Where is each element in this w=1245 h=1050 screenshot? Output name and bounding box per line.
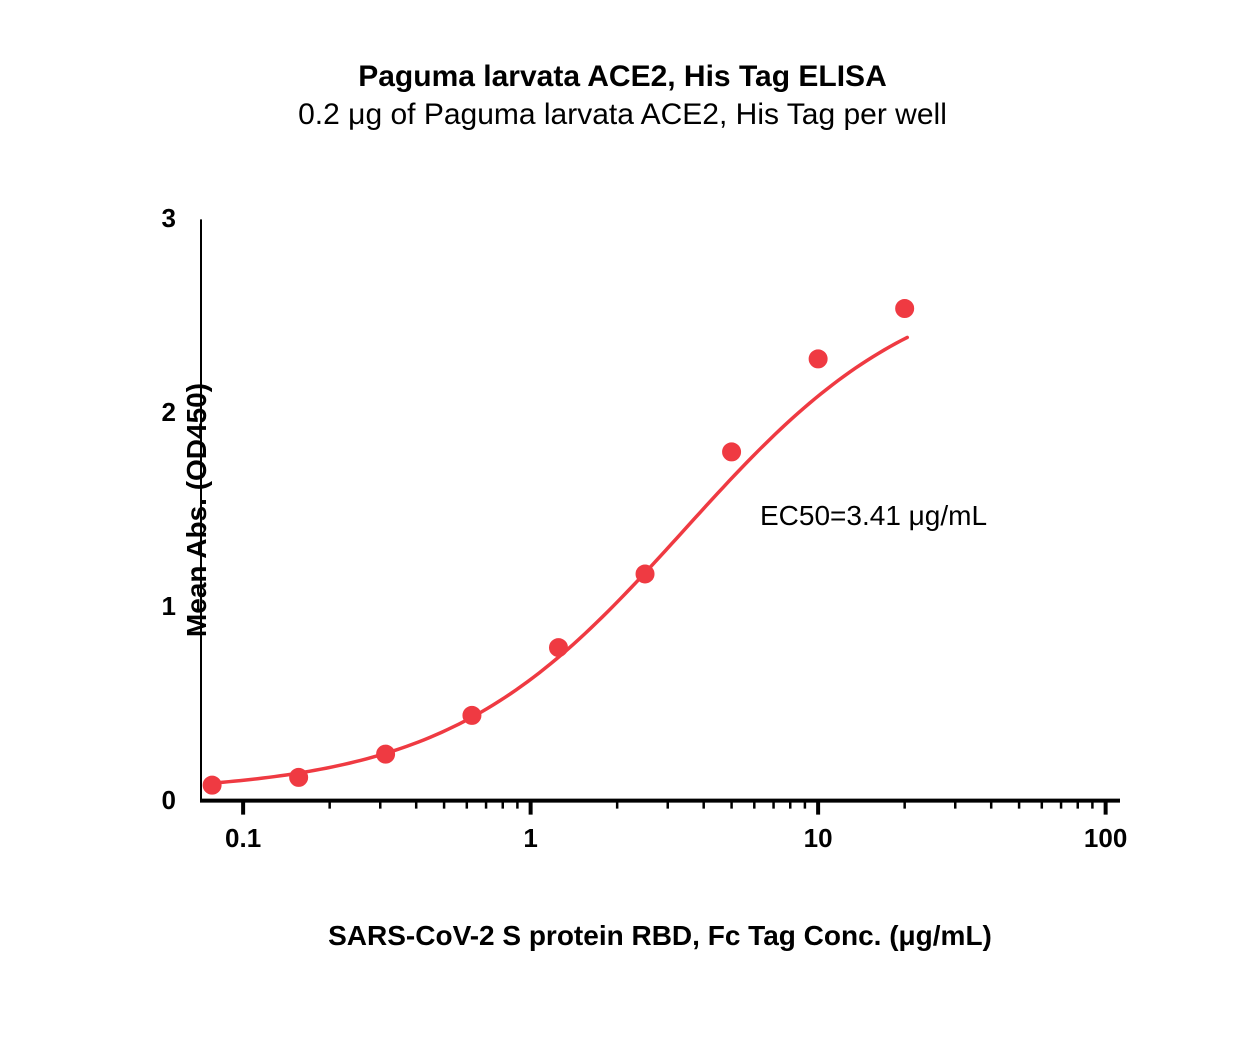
chart-title-main: Paguma larvata ACE2, His Tag ELISA [0, 60, 1245, 94]
chart-container: Paguma larvata ACE2, His Tag ELISA 0.2 μ… [0, 0, 1245, 1050]
y-tick-label: 1 [162, 591, 176, 622]
y-tick-label: 2 [162, 397, 176, 428]
y-tick-label: 0 [162, 785, 176, 816]
x-tick-label: 0.1 [203, 823, 283, 854]
x-tick-label: 10 [778, 823, 858, 854]
chart-title-sub: 0.2 μg of Paguma larvata ACE2, His Tag p… [0, 98, 1245, 132]
x-tick-label: 100 [1066, 823, 1146, 854]
x-axis-label: SARS-CoV-2 S protein RBD, Fc Tag Conc. (… [200, 920, 1120, 952]
y-tick-label: 3 [162, 203, 176, 234]
plot-area [200, 200, 1120, 820]
chart-title-block: Paguma larvata ACE2, His Tag ELISA 0.2 μ… [0, 60, 1245, 132]
plot-svg [200, 200, 1120, 820]
x-tick-label: 1 [491, 823, 571, 854]
